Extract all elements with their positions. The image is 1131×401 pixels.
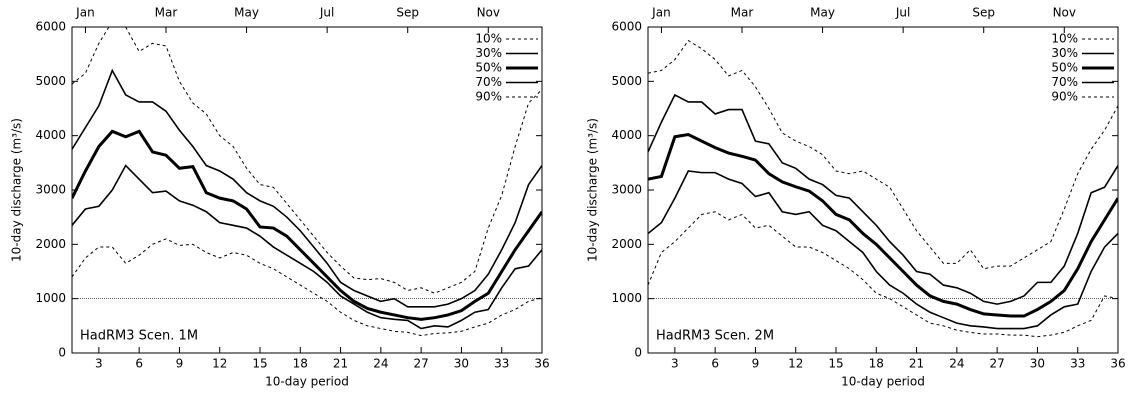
y-tick-label: 6000 [611, 20, 642, 34]
y-tick-label: 5000 [35, 74, 66, 88]
legend-label: 30% [475, 46, 502, 60]
y-tick-label: 3000 [611, 183, 642, 197]
legend-label: 30% [1051, 46, 1078, 60]
y-tick-label: 4000 [611, 128, 642, 142]
x-tick-label: 15 [828, 357, 843, 371]
series-line [648, 133, 1118, 318]
plot-frame [647, 26, 1119, 354]
x-tick-label: 21 [909, 357, 924, 371]
x-tick-label: 12 [212, 357, 227, 371]
x-tick-label: 12 [788, 357, 803, 371]
series-line [648, 211, 1118, 338]
legend-label: 70% [1051, 75, 1078, 89]
x-tick-label: 18 [293, 357, 308, 371]
y-tick-label: 2000 [35, 237, 66, 251]
annotation: HadRM3 Scen. 2M [656, 329, 774, 344]
series-line [72, 27, 542, 294]
x-axis-label: 10-day period [841, 375, 925, 389]
top-tick-label: Jan [75, 6, 95, 20]
plot-area [648, 39, 1118, 338]
x-tick-label: 36 [534, 357, 549, 371]
x-tick-label: 33 [1070, 357, 1085, 371]
series-line [72, 164, 542, 330]
x-tick-label: 21 [333, 357, 348, 371]
x-tick-label: 15 [252, 357, 267, 371]
top-tick-label: May [810, 6, 835, 20]
series-line [72, 129, 542, 321]
series-line [648, 39, 1118, 270]
top-tick-label: Sep [396, 6, 419, 20]
x-tick-label: 9 [752, 357, 760, 371]
y-axis-label: 10-day discharge (m³/s) [10, 118, 24, 262]
plot-area [72, 27, 542, 337]
x-tick-label: 27 [990, 357, 1005, 371]
x-tick-label: 30 [454, 357, 469, 371]
series-line [648, 170, 1118, 330]
legend-label: 90% [475, 90, 502, 104]
x-tick-label: 6 [135, 357, 143, 371]
x-axis-label: 10-day period [265, 375, 349, 389]
y-tick-label: 0 [634, 346, 642, 360]
x-tick-label: 3 [95, 357, 103, 371]
y-tick-label: 3000 [35, 183, 66, 197]
series-line [648, 93, 1118, 305]
x-tick-label: 24 [949, 357, 964, 371]
x-tick-label: 3 [671, 357, 679, 371]
top-tick-label: Mar [731, 6, 754, 20]
legend-label: 70% [475, 75, 502, 89]
x-tick-label: 33 [494, 357, 509, 371]
x-tick-label: 27 [414, 357, 429, 371]
series-line [72, 68, 542, 308]
legend-label: 10% [475, 32, 502, 46]
x-tick-label: 9 [176, 357, 184, 371]
x-tick-label: 24 [373, 357, 388, 371]
x-tick-label: 6 [711, 357, 719, 371]
x-tick-label: 30 [1030, 357, 1045, 371]
y-tick-label: 5000 [611, 74, 642, 88]
x-tick-label: 36 [1110, 357, 1125, 371]
top-tick-label: Nov [477, 6, 500, 20]
y-axis-label: 10-day discharge (m³/s) [586, 118, 600, 262]
y-tick-label: 2000 [611, 237, 642, 251]
y-tick-label: 4000 [35, 128, 66, 142]
series-line [72, 238, 542, 337]
legend-label: 90% [1051, 90, 1078, 104]
top-tick-label: Nov [1053, 6, 1076, 20]
top-tick-label: Mar [155, 6, 178, 20]
y-tick-label: 1000 [611, 291, 642, 305]
legend-label: 50% [475, 61, 502, 75]
y-tick-label: 0 [58, 346, 66, 360]
y-tick-label: 1000 [35, 291, 66, 305]
top-tick-label: May [234, 6, 259, 20]
y-tick-label: 6000 [35, 20, 66, 34]
legend-label: 50% [1051, 61, 1078, 75]
legend-label: 10% [1051, 32, 1078, 46]
top-tick-label: Jul [895, 6, 910, 20]
top-tick-label: Jan [651, 6, 671, 20]
plot-frame [71, 26, 543, 354]
x-tick-label: 18 [869, 357, 884, 371]
top-tick-label: Sep [972, 6, 995, 20]
annotation: HadRM3 Scen. 1M [80, 329, 198, 344]
top-tick-label: Jul [319, 6, 334, 20]
